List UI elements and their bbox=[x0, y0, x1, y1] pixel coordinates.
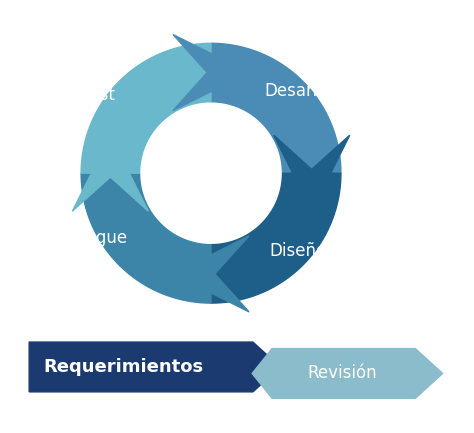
Text: Despliegue: Despliegue bbox=[35, 229, 128, 247]
Polygon shape bbox=[81, 43, 211, 173]
Polygon shape bbox=[173, 35, 249, 110]
Text: Requerimientos: Requerimientos bbox=[43, 358, 203, 376]
Text: Revisión: Revisión bbox=[307, 365, 377, 382]
Polygon shape bbox=[81, 173, 211, 303]
Polygon shape bbox=[29, 342, 280, 392]
Polygon shape bbox=[211, 43, 341, 173]
Polygon shape bbox=[211, 173, 341, 303]
Text: Diseño: Diseño bbox=[269, 242, 326, 260]
Polygon shape bbox=[73, 135, 148, 211]
Text: Desarrollo: Desarrollo bbox=[264, 82, 348, 100]
Polygon shape bbox=[252, 349, 443, 398]
Polygon shape bbox=[173, 236, 249, 312]
Text: Test: Test bbox=[82, 86, 115, 104]
Polygon shape bbox=[273, 135, 350, 211]
